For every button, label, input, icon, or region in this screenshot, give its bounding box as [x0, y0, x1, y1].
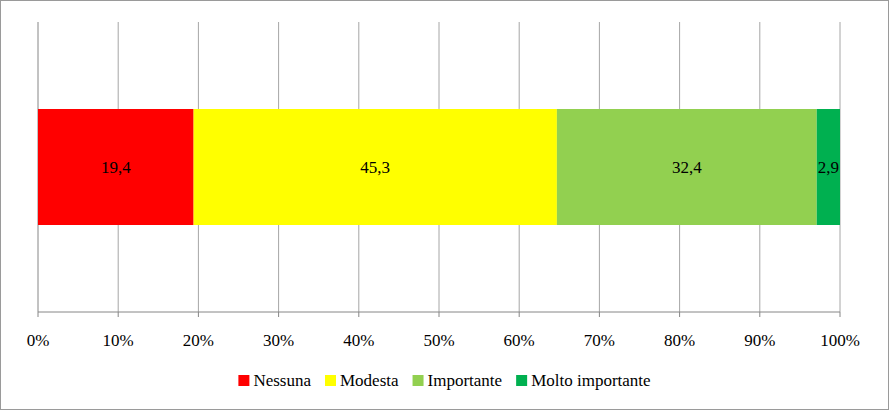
tick-label: 30%	[263, 331, 294, 350]
tick-label: 0%	[27, 331, 50, 350]
legend-swatch	[325, 375, 336, 386]
tick-mark	[599, 312, 600, 317]
tick-label: 100%	[820, 331, 860, 350]
tick-mark	[278, 312, 279, 317]
bar-segment	[557, 109, 817, 225]
bar-segment	[194, 109, 557, 225]
tick-label: 90%	[744, 331, 775, 350]
tick-label: 50%	[423, 331, 454, 350]
bar-segment	[38, 109, 194, 225]
tick-label: 70%	[584, 331, 615, 350]
x-axis	[38, 312, 840, 313]
tick-mark	[198, 312, 199, 317]
tick-mark	[38, 312, 39, 317]
tick-mark	[118, 312, 119, 317]
data-label: 32,4	[672, 158, 702, 177]
legend-label: Molto importante	[531, 371, 650, 390]
tick-mark	[519, 312, 520, 317]
legend-label: Nessuna	[253, 371, 311, 390]
tick-mark	[439, 312, 440, 317]
legend-swatch	[413, 375, 424, 386]
data-labels: 19,4 45,3 32,4 2,9	[101, 158, 839, 177]
bar-segment	[817, 109, 840, 225]
tick-label: 60%	[504, 331, 535, 350]
tick-label: 80%	[664, 331, 695, 350]
chart: 0% 10% 20% 30% 40% 50% 60% 70% 80% 90% 100% 19,4 45,…	[0, 0, 889, 410]
legend: Nessuna Modesta Importante Molto importante	[238, 371, 650, 390]
tick-label: 40%	[343, 331, 374, 350]
tick-mark	[679, 312, 680, 317]
legend-swatch	[516, 375, 527, 386]
tick-label: 10%	[103, 331, 134, 350]
data-label: 19,4	[101, 158, 131, 177]
legend-swatch	[238, 375, 249, 386]
tick-mark	[759, 312, 760, 317]
data-label: 45,3	[360, 158, 390, 177]
background	[1, 1, 889, 410]
legend-label: Modesta	[340, 371, 399, 390]
bars	[38, 109, 840, 225]
tick-mark	[358, 312, 359, 317]
legend-label: Importante	[428, 371, 503, 390]
data-label: 2,9	[818, 158, 839, 177]
tick-label: 20%	[183, 331, 214, 350]
tick-mark	[840, 312, 841, 317]
